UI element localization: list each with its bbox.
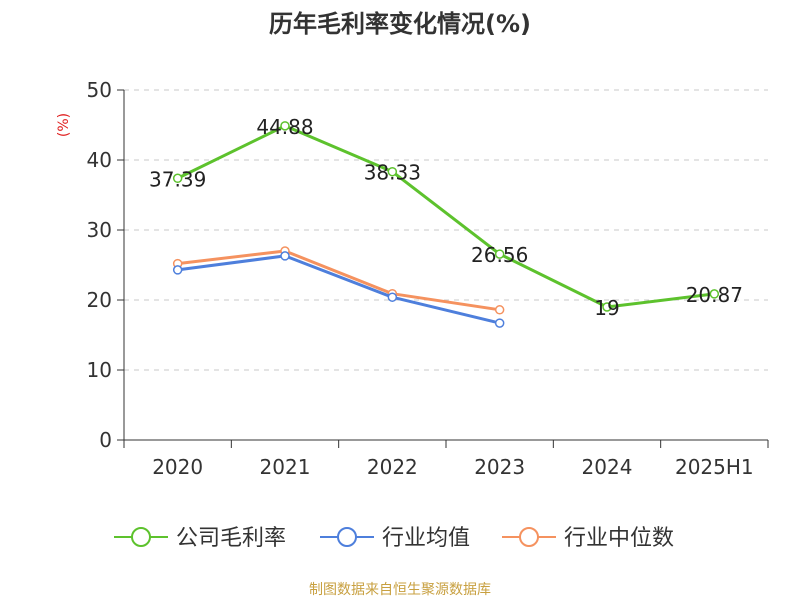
- data-point[interactable]: [494, 249, 505, 259]
- data-point[interactable]: [172, 265, 183, 275]
- grid-layer: [124, 89, 768, 371]
- data-point[interactable]: [494, 305, 505, 315]
- data-point[interactable]: [709, 289, 720, 299]
- data-label: 38.33: [364, 161, 421, 185]
- data-label: 19: [594, 296, 619, 320]
- legend-label: 公司毛利率: [176, 526, 286, 551]
- y-tick-label: 30: [87, 218, 112, 242]
- data-label: 20.87: [686, 283, 743, 307]
- series-line: [176, 249, 502, 312]
- x-tick-label: 2023: [474, 455, 525, 479]
- y-axis-label: (%): [56, 113, 72, 137]
- x-tick-label: 2024: [582, 455, 633, 479]
- y-tick-label: 0: [99, 428, 112, 452]
- source-note: 制图数据来自恒生聚源数据库: [309, 582, 491, 598]
- data-point[interactable]: [280, 121, 290, 131]
- data-label: 26.56: [471, 243, 528, 267]
- y-tick-label: 50: [87, 78, 112, 102]
- legend-item[interactable]: 行业均值: [320, 526, 470, 551]
- x-tick-label: 2020: [152, 455, 203, 479]
- y-tick-label: 40: [87, 148, 112, 172]
- x-tick-label: 2025H1: [675, 455, 754, 479]
- data-point[interactable]: [280, 251, 290, 261]
- legend-item[interactable]: 行业中位数: [502, 526, 674, 551]
- x-tick-label: 2022: [367, 455, 418, 479]
- legend: 公司毛利率 行业均值 行业中位数: [114, 526, 674, 551]
- series-layer: [172, 121, 720, 328]
- chart-title: 历年毛利率变化情况(%): [269, 10, 531, 38]
- series-line: [176, 124, 716, 309]
- series-line: [176, 254, 502, 325]
- x-tick-label: 2021: [260, 455, 311, 479]
- data-label: 37.39: [149, 167, 206, 191]
- data-point[interactable]: [387, 292, 398, 302]
- legend-marker-icon: [131, 527, 151, 547]
- y-tick-label: 20: [87, 288, 112, 312]
- data-label: 44.88: [256, 115, 313, 139]
- data-point[interactable]: [387, 166, 398, 177]
- legend-item[interactable]: 公司毛利率: [114, 526, 286, 551]
- axis-layer: 0 10 20 30 40 50 2020 2021 2022 2023 2024 2025H1: [87, 78, 769, 479]
- data-point[interactable]: [494, 318, 505, 328]
- legend-marker-icon: [337, 527, 357, 547]
- data-point[interactable]: [602, 302, 612, 312]
- legend-label: 行业均值: [382, 526, 470, 551]
- data-point[interactable]: [172, 173, 183, 184]
- legend-label: 行业中位数: [564, 526, 674, 551]
- data-label-layer: 37.39 44.88 38.33 26.56 19 20.87: [149, 115, 743, 320]
- legend-marker-icon: [519, 527, 539, 547]
- y-tick-label: 10: [87, 358, 112, 382]
